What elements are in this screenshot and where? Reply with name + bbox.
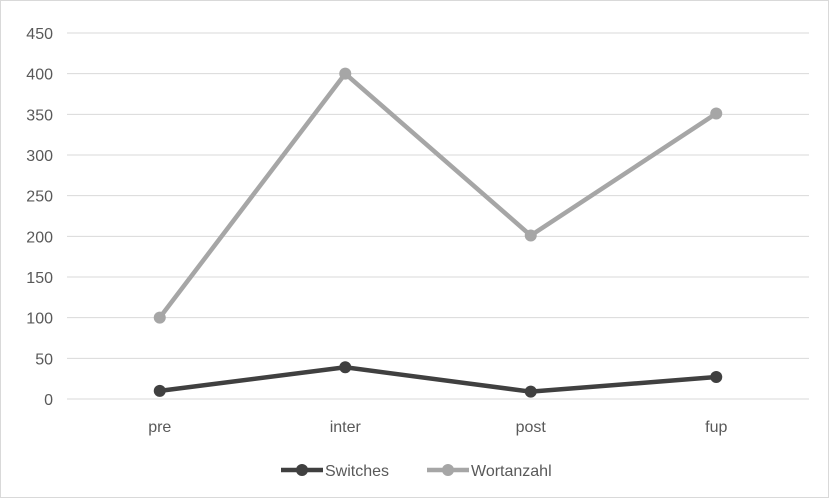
y-tick-label: 150 <box>26 270 53 287</box>
data-point-switches <box>710 371 723 384</box>
y-tick-label: 450 <box>26 26 53 43</box>
legend-label: Wortanzahl <box>471 463 552 480</box>
legend-label: Switches <box>325 463 389 480</box>
x-tick-label: pre <box>148 419 171 436</box>
x-tick-label: inter <box>330 419 362 436</box>
y-tick-label: 200 <box>26 229 53 246</box>
y-axis-ticks: 0 50 100 150 200 250 300 350 400 450 <box>26 26 53 409</box>
x-axis-ticks: pre inter post fup <box>148 419 727 436</box>
series-line-switches <box>157 365 719 394</box>
gridlines <box>67 32 809 400</box>
series-markers <box>153 67 723 398</box>
x-tick-label: fup <box>705 419 727 436</box>
legend-swatch-marker <box>442 464 454 476</box>
legend-swatch-marker <box>296 464 308 476</box>
data-point-wortanzahl <box>524 229 537 242</box>
legend: Switches Wortanzahl <box>281 463 552 480</box>
data-point-switches <box>153 384 166 397</box>
legend-item: Wortanzahl <box>427 463 552 480</box>
y-tick-label: 300 <box>26 148 53 165</box>
series-line-wortanzahl <box>157 71 719 320</box>
data-point-wortanzahl <box>153 311 166 324</box>
y-tick-label: 100 <box>26 311 53 328</box>
y-tick-label: 0 <box>44 392 53 409</box>
y-tick-label: 250 <box>26 189 53 206</box>
y-tick-label: 50 <box>35 351 53 368</box>
data-point-wortanzahl <box>710 107 723 120</box>
data-point-switches <box>339 361 352 374</box>
y-tick-label: 350 <box>26 107 53 124</box>
y-tick-label: 400 <box>26 67 53 84</box>
data-point-switches <box>524 385 537 398</box>
x-tick-label: post <box>516 419 547 436</box>
legend-item: Switches <box>281 463 389 480</box>
series-lines <box>157 71 719 394</box>
data-point-wortanzahl <box>339 67 352 80</box>
